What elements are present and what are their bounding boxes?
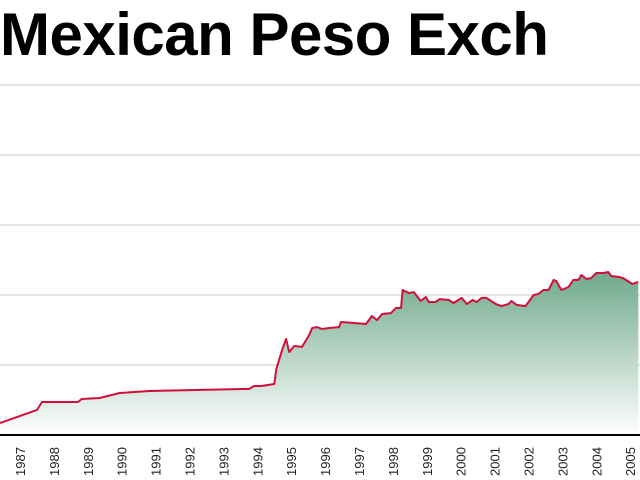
x-tick-label: 2005 bbox=[623, 447, 638, 476]
x-tick-label: 1993 bbox=[216, 447, 231, 476]
series-line bbox=[0, 271, 639, 424]
x-tick-label: 1987 bbox=[13, 447, 28, 476]
chart-title: Mexican Peso Exch bbox=[0, 1, 549, 68]
x-tick-label: 1990 bbox=[115, 447, 130, 476]
x-tick-label: 1992 bbox=[183, 447, 198, 476]
x-tick-label: 1995 bbox=[284, 447, 299, 476]
x-tick-label: 1996 bbox=[318, 447, 333, 476]
x-tick-label: 2003 bbox=[555, 447, 570, 476]
x-tick-label: 1991 bbox=[149, 447, 164, 476]
x-tick-label: 2000 bbox=[454, 447, 469, 476]
x-tick-label: 1994 bbox=[250, 447, 265, 476]
x-tick-label: 1999 bbox=[420, 447, 435, 476]
x-tick-label: 1988 bbox=[47, 447, 62, 476]
x-tick-label: 2001 bbox=[488, 447, 503, 476]
x-tick-label: 2004 bbox=[589, 447, 604, 476]
x-tick-label: 1997 bbox=[352, 447, 367, 476]
x-tick-label: 1989 bbox=[81, 447, 96, 476]
x-tick-label: 1998 bbox=[386, 447, 401, 476]
x-tick-label: 2002 bbox=[522, 447, 537, 476]
area-fill bbox=[0, 272, 639, 435]
